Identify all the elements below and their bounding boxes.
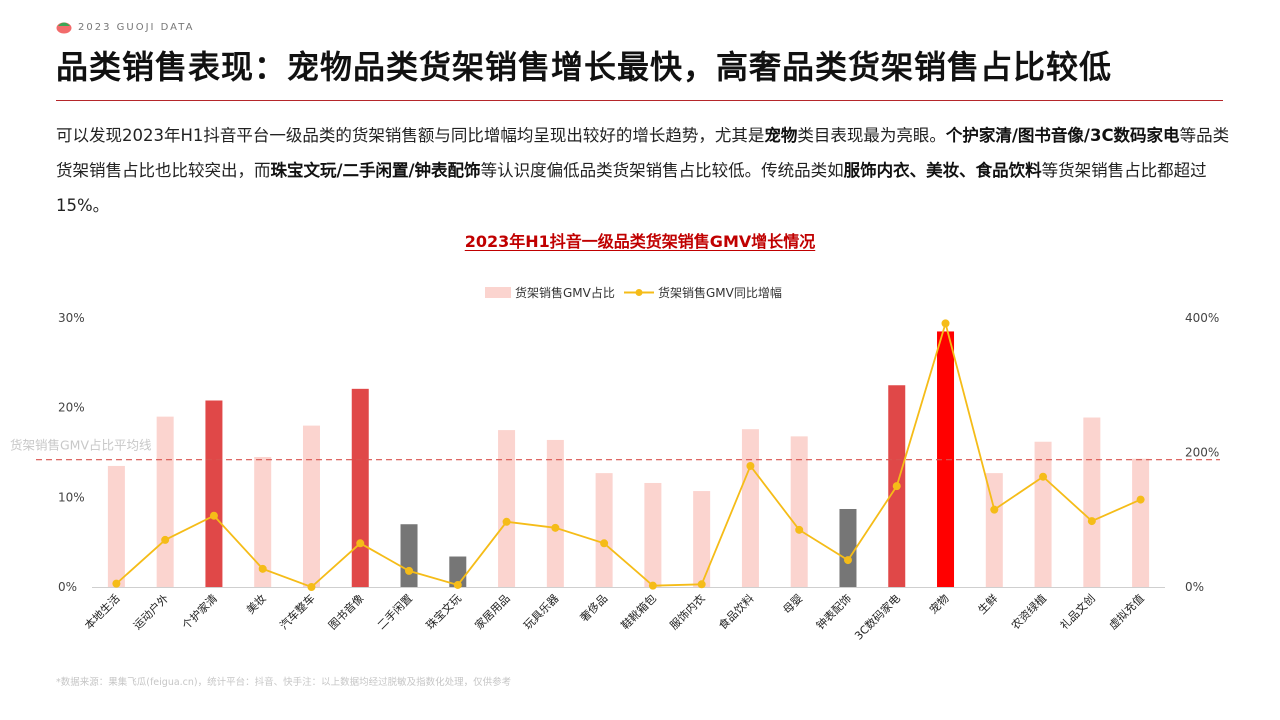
category-tick-label: 本地生活 <box>81 591 122 632</box>
bar <box>107 465 125 587</box>
growth-point <box>112 579 121 588</box>
growth-point <box>648 581 657 590</box>
right-axis-tick-label: 400% <box>1185 311 1219 325</box>
left-axis-tick-label: 20% <box>58 401 85 415</box>
category-tick-label: 礼品文创 <box>1057 591 1098 632</box>
category-tick-label: 母婴 <box>781 592 806 617</box>
category-tick-label: 鞋靴箱包 <box>618 591 659 632</box>
growth-point <box>209 511 218 520</box>
bar <box>790 436 808 587</box>
growth-line <box>115 320 1141 589</box>
left-axis-tick-label: 10% <box>58 490 85 504</box>
growth-point <box>1087 517 1096 526</box>
desc-highlight: 宠物 <box>764 126 798 145</box>
bar <box>205 400 223 587</box>
category-tick-label: 二手闲置 <box>374 591 415 632</box>
category-tick-label: 钟表配饰 <box>813 591 854 632</box>
legend-line-label: 货架销售GMV同比增幅 <box>658 285 782 300</box>
category-tick-label: 家居用品 <box>472 591 513 632</box>
growth-point <box>746 461 755 470</box>
description-paragraph: 可以发现2023年H1抖音平台一级品类的货架销售额与同比增幅均呈现出较好的增长趋… <box>56 118 1231 223</box>
category-tick-label: 宠物 <box>926 591 951 616</box>
growth-point <box>990 505 999 514</box>
growth-point <box>405 566 414 575</box>
footnote: *数据来源：果集飞瓜(feigua.cn)，统计平台：抖音、快手注：以上数据均经… <box>56 677 512 688</box>
category-tick-label: 生鲜 <box>975 591 1000 616</box>
bar <box>741 429 759 587</box>
category-tick-label: 虚拟充值 <box>1106 591 1147 632</box>
desc-segment: 可以发现2023年H1抖音平台一级品类的货架销售额与同比增幅均呈现出较好的增长趋… <box>56 126 765 145</box>
growth-point <box>600 539 609 548</box>
bar <box>1034 441 1052 587</box>
bar <box>546 439 564 587</box>
desc-highlight: 个护家清/图书音像/3C数码家电 <box>945 126 1180 145</box>
growth-point <box>258 564 267 573</box>
bar <box>498 430 516 587</box>
category-tick-label: 玩具乐器 <box>521 592 561 632</box>
category-tick-label: 汽车整车 <box>277 591 318 632</box>
growth-point <box>356 539 365 548</box>
bar <box>1083 417 1101 587</box>
category-tick-label: 3C数码家电 <box>851 591 902 642</box>
category-tick-label: 运动户外 <box>130 591 171 632</box>
page-title: 品类销售表现：宠物品类货架销售增长最快，高奢品类货架销售占比较低 <box>56 48 1113 86</box>
category-tick-label: 个护家清 <box>179 591 220 632</box>
bar <box>351 388 369 587</box>
bar <box>400 524 418 587</box>
desc-highlight: 珠宝文玩/二手闲置/钟表配饰 <box>270 161 481 180</box>
growth-point <box>307 583 316 591</box>
growth-point <box>161 535 170 544</box>
growth-point <box>1039 472 1048 481</box>
growth-point <box>795 525 804 534</box>
average-line-label: 货架销售GMV占比平均线 <box>10 438 152 453</box>
desc-segment: 类目表现最为亮眼。 <box>797 126 946 145</box>
chart-title: 2023年H1抖音一级品类货架销售GMV增长情况 <box>464 232 816 251</box>
bar <box>985 473 1003 587</box>
category-tick-label: 奢侈品 <box>577 591 610 624</box>
brand-logo-icon <box>56 22 72 34</box>
title-divider <box>56 100 1223 101</box>
bar <box>1132 458 1150 587</box>
bar <box>839 508 857 587</box>
growth-point <box>697 580 706 589</box>
growth-point <box>453 580 462 589</box>
growth-point <box>941 319 950 328</box>
brand: 2023 GUOJI DATA <box>56 20 194 34</box>
right-axis-tick-label: 200% <box>1185 446 1219 460</box>
category-tick-label: 服饰内衣 <box>667 591 708 632</box>
growth-point <box>502 517 511 526</box>
category-tick-label: 美妆 <box>244 592 269 617</box>
left-axis-tick-label: 30% <box>58 311 85 325</box>
desc-segment: 等品类货架销售占比也比较突出，而 <box>56 126 1230 180</box>
left-axis-tick-label: 0% <box>58 580 77 594</box>
bar <box>156 416 174 587</box>
desc-segment: 等认识度偏低品类货架销售占比较低。传统品类如 <box>480 161 844 180</box>
category-tick-label: 食品饮料 <box>716 591 757 632</box>
bar <box>302 425 320 587</box>
legend-bar-label: 货架销售GMV占比 <box>515 285 615 300</box>
bar <box>595 473 613 587</box>
growth-point <box>551 523 560 532</box>
growth-point <box>843 556 852 565</box>
category-tick-label: 珠宝文玩 <box>423 591 464 632</box>
legend-bar-swatch <box>485 287 511 298</box>
desc-segment: 等货架销售占比都超过15%。 <box>56 161 1207 215</box>
category-tick-label: 图书音像 <box>325 591 366 632</box>
legend-line-marker <box>635 289 643 296</box>
brand-text: 2023 GUOJI DATA <box>78 21 195 33</box>
bar <box>254 456 272 587</box>
gmv-chart: 货架销售GMV占比 货架销售GMV同比增幅 0% 10% 20% 30% 0% 200% 400… <box>10 285 1220 643</box>
bar <box>937 331 955 587</box>
growth-point <box>892 482 901 491</box>
right-axis-tick-label: 0% <box>1185 580 1204 594</box>
bar <box>693 491 711 587</box>
chart-title-wrap: 2023年H1抖音一级品类货架销售GMV增长情况 <box>0 228 1280 252</box>
desc-highlight: 服饰内衣、美妆、食品饮料 <box>843 161 1042 180</box>
bar <box>644 482 662 587</box>
category-tick-label: 农资绿植 <box>1008 591 1049 632</box>
growth-point <box>1136 495 1145 504</box>
